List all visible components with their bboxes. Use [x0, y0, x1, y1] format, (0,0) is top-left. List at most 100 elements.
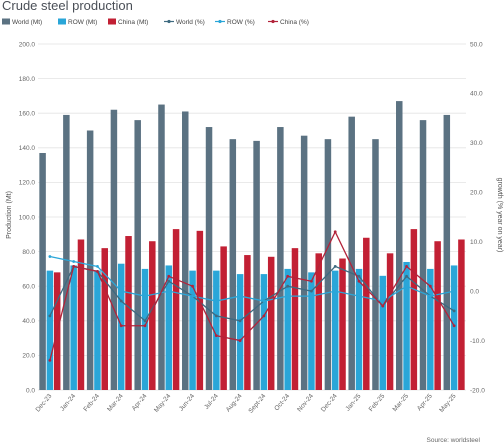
legend-row-pct: ROW (%) [215, 19, 255, 26]
x-axis-ticks: Dec-23 Jan-24 Feb-24 Mar-24 Apr-24 May-24 Jun-… [35, 392, 458, 414]
y2-tick-label: 50.0 [470, 41, 483, 48]
world-pct-point [310, 289, 313, 293]
china-bar [291, 248, 299, 390]
world-pct-line [49, 265, 455, 322]
y-tick-label: 60.0 [22, 284, 35, 291]
bars [39, 101, 465, 391]
china-pct-point [191, 284, 194, 288]
china-pct-point [214, 334, 218, 338]
china-bar [458, 239, 465, 390]
row-bar [284, 268, 291, 390]
china-bar [244, 255, 251, 390]
x-tick-label: Mar-24 [106, 392, 125, 413]
x-tick-label: Oct-24 [273, 392, 291, 412]
world-bar [205, 127, 213, 390]
china-pct-point [119, 324, 123, 328]
world-bar [396, 101, 403, 390]
row-pct-point [214, 299, 218, 303]
x-tick-label: Apr-24 [131, 392, 149, 412]
china-pct-line [49, 230, 455, 361]
legend: World (Mt) ROW (Mt) China (Mt) World (%) ROW… [2, 18, 309, 26]
row-bar [355, 268, 363, 390]
world-bar [229, 139, 237, 390]
y-tick-label: 20.0 [22, 353, 35, 360]
china-bar [77, 239, 85, 390]
y-axis-title: Production (Mt) [6, 191, 13, 239]
row-pct-point [96, 265, 99, 268]
row-bar [236, 274, 244, 390]
legend-china-mt: China (Mt) [108, 18, 148, 26]
x-tick-label: Apr-25 [416, 392, 434, 412]
row-pct-point [428, 294, 432, 298]
china-pct-point [381, 304, 385, 308]
y2-tick-label: -20.0 [470, 387, 485, 394]
x-tick-label: Dec-23 [35, 393, 54, 414]
china-pct-point [96, 269, 99, 273]
chart-title: Crude steel production [2, 0, 133, 13]
y-axis-ticks: 0.0 20.0 40.0 60.0 80.0 100.0 120.0 140.0 160.0 1… [19, 41, 36, 394]
row-bar [189, 270, 196, 390]
china-pct-point [428, 284, 432, 288]
y-tick-label: 40.0 [22, 318, 35, 325]
x-tick-label: May-25 [438, 393, 458, 414]
svg-text:ROW (Mt): ROW (Mt) [68, 19, 97, 26]
china-bar [315, 253, 322, 390]
x-tick-label: Jun-24 [178, 392, 196, 412]
x-tick-label: Feb-25 [368, 393, 387, 414]
y-tick-label: 80.0 [22, 249, 35, 256]
row-pct-point [310, 294, 313, 298]
y2-tick-label: 20.0 [470, 190, 483, 197]
row-pct-point [238, 294, 242, 298]
y2-tick-label: 30.0 [470, 140, 483, 147]
china-bar [101, 248, 108, 390]
world-pct-point [143, 319, 147, 323]
china-pct-point [310, 279, 313, 283]
row-pct-point [191, 294, 194, 298]
x-tick-label: Aug-24 [225, 392, 244, 413]
world-bar [63, 114, 70, 391]
china-bar [196, 230, 204, 390]
world-bar [443, 114, 451, 391]
row-pct-point [262, 299, 266, 303]
row-pct-point [48, 255, 52, 258]
row-pct-line [49, 255, 455, 302]
china-bar [172, 229, 180, 390]
china-pct-point [405, 265, 408, 268]
china-pct-point [357, 279, 361, 283]
row-pct-point [286, 294, 290, 298]
world-bar [372, 139, 379, 390]
china-bar [410, 229, 418, 390]
row-pct-point [143, 294, 147, 298]
china-bar [434, 241, 441, 390]
gridlines [38, 43, 466, 391]
china-bar [363, 237, 370, 390]
world-pct-point [357, 274, 361, 278]
world-pct-point [167, 279, 171, 283]
row-bar [331, 270, 339, 390]
china-bar [149, 241, 156, 390]
legend-china-pct: China (%) [268, 19, 309, 26]
china-pct-point [262, 314, 266, 318]
row-pct-point [405, 284, 408, 288]
world-bar [86, 130, 94, 390]
world-bar [182, 111, 189, 390]
y-tick-label: 200.0 [19, 41, 36, 48]
world-bar [253, 140, 260, 390]
svg-text:World (%): World (%) [176, 19, 205, 26]
row-bar [308, 272, 315, 390]
world-bar [300, 135, 308, 390]
row-pct-point [72, 260, 76, 263]
china-bar [339, 258, 346, 390]
source-note: Source: worldsteel [427, 437, 481, 444]
y2-axis-ticks: -20.0 -10.0 0.0 10.0 20.0 30.0 40.0 50.0 [470, 41, 485, 394]
x-tick-label: Jan-24 [59, 392, 77, 412]
x-tick-label: Jan-25 [344, 392, 362, 412]
y-tick-label: 160.0 [19, 111, 36, 118]
y2-tick-label: 10.0 [470, 239, 483, 246]
world-bar [348, 116, 355, 390]
world-pct-point [214, 314, 218, 318]
row-pct-point [452, 289, 456, 293]
world-bar [277, 127, 284, 390]
x-tick-label: Jul-24 [203, 393, 220, 411]
